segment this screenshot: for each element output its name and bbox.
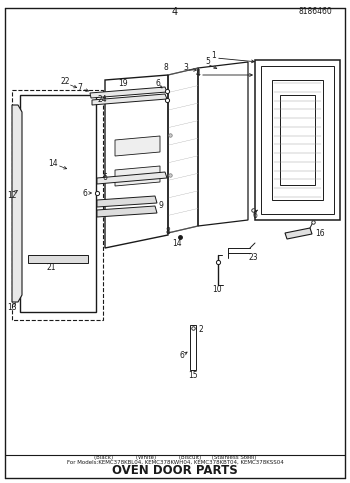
Text: 6: 6 [252,211,257,219]
Text: 4: 4 [172,7,178,17]
Text: 22: 22 [60,77,70,86]
Text: 15: 15 [188,370,198,380]
Text: 7: 7 [77,84,82,93]
Text: 2: 2 [198,326,203,335]
Text: 23: 23 [248,253,258,261]
Text: (Black)             (White)             (Biscuit)      (Stainless Steel): (Black) (White) (Biscuit) (Stainless Ste… [94,455,256,459]
Text: 6: 6 [82,188,87,198]
Text: OVEN DOOR PARTS: OVEN DOOR PARTS [112,464,238,477]
Text: 3: 3 [183,63,188,72]
Text: 9: 9 [158,200,163,210]
Text: 1: 1 [211,51,216,59]
Text: 12: 12 [7,190,16,199]
Polygon shape [28,255,88,263]
Polygon shape [285,228,312,239]
Text: For Models:KEMC378KBL04, KEMC378KWH04, KEMC378KBT04, KEMC378KSS04: For Models:KEMC378KBL04, KEMC378KWH04, K… [66,459,284,465]
Polygon shape [97,172,167,184]
Text: 6: 6 [102,173,107,183]
Text: 14: 14 [48,158,58,168]
Text: 6: 6 [179,351,184,359]
Polygon shape [115,136,160,156]
Text: 14: 14 [172,239,182,247]
Polygon shape [115,166,160,186]
Text: 4: 4 [196,69,201,77]
Text: 16: 16 [315,228,325,238]
Polygon shape [97,206,157,217]
Text: 19: 19 [118,79,128,87]
Polygon shape [97,196,157,207]
Text: 5: 5 [205,57,210,67]
Text: 8: 8 [165,227,170,237]
Text: 13: 13 [7,302,17,312]
Text: 10: 10 [212,285,222,295]
Text: 21: 21 [46,264,56,272]
Text: 8: 8 [163,63,168,72]
Polygon shape [12,105,22,302]
Polygon shape [92,94,167,105]
Polygon shape [90,87,167,98]
Text: 6: 6 [155,79,160,87]
Text: 8186460: 8186460 [298,8,332,16]
Text: 24: 24 [97,95,107,103]
